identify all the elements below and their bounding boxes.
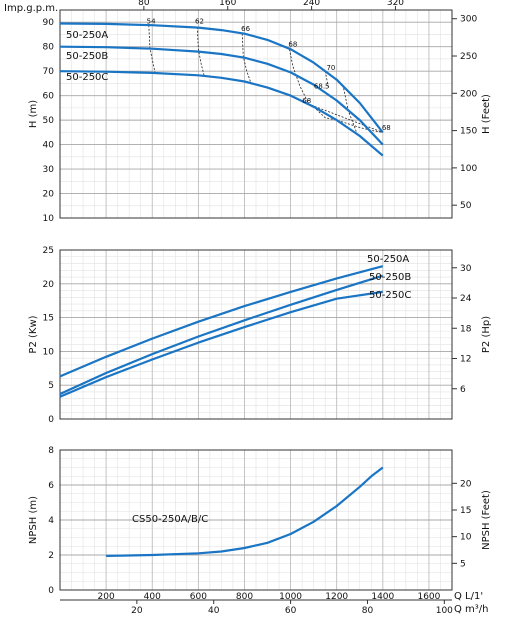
y-axis-title: H (m) [28, 100, 39, 128]
y-tick-label: 90 [43, 18, 55, 28]
series-label: 50-250C [66, 72, 108, 83]
efficiency-curve [313, 106, 383, 133]
right-y-tick-label: 12 [460, 355, 471, 365]
right-y-tick-label: 150 [460, 127, 477, 137]
y-tick-label: 2 [48, 551, 54, 561]
x-axis-title: Q L/1' [454, 591, 483, 602]
series-label: 50-250B [369, 272, 411, 283]
bottom-tick-label: 20 [131, 606, 143, 615]
right-y-tick-label: 200 [460, 89, 477, 99]
efficiency-curve [324, 71, 329, 89]
y-tick-label: 15 [43, 314, 54, 324]
x-tick-label: 800 [236, 592, 253, 602]
series-label: 50-250A [367, 254, 409, 265]
y-tick-label: 10 [43, 347, 55, 357]
top-axis-title: Imp.g.p.m. [4, 3, 58, 14]
series-line-50-250b [59, 45, 384, 146]
y-axis-title: NPSH (m) [28, 496, 39, 544]
top-tick-label: 240 [303, 0, 320, 8]
y-tick-label: 20 [43, 190, 55, 200]
efficiency-label: 62 [195, 17, 204, 25]
y-tick-label: 40 [43, 141, 55, 151]
series-line-50-250a [59, 22, 384, 134]
efficiency-label: 68.5 [314, 82, 330, 90]
efficiency-label: 70 [326, 64, 335, 72]
y-tick-label: 30 [43, 165, 55, 175]
right-y-axis-title: P2 (Hp) [481, 316, 492, 353]
series-label: CS50-250A/B/C [132, 514, 208, 525]
right-y-tick-label: 5 [460, 559, 466, 569]
y-tick-label: 6 [48, 481, 54, 491]
efficiency-label: 68 [288, 41, 297, 49]
efficiency-label: 68 [382, 124, 391, 132]
series-label: 50-250C [369, 290, 411, 301]
series-line-50-250b [59, 274, 384, 396]
plot-frame [59, 9, 453, 219]
y-tick-label: 4 [48, 516, 54, 526]
y-tick-label: 50 [43, 116, 55, 126]
right-y-tick-label: 50 [460, 201, 472, 211]
series-line-50-250a [59, 265, 384, 378]
x-tick-label: 600 [190, 592, 207, 602]
top-tick-label: 80 [138, 0, 150, 8]
top-tick-label: 160 [219, 0, 236, 8]
x-tick-label: 200 [98, 592, 115, 602]
plot-frame [59, 449, 453, 591]
right-y-tick-label: 24 [460, 294, 472, 304]
efficiency-label: 54 [147, 17, 156, 25]
efficiency-curve [241, 33, 252, 85]
right-y-tick-label: 300 [460, 15, 477, 25]
efficiency-label: 66 [241, 25, 250, 33]
plot-frame [59, 249, 453, 420]
y-tick-label: 80 [43, 43, 55, 53]
right-y-tick-label: 6 [460, 385, 466, 395]
right-y-tick-label: 100 [460, 164, 477, 174]
bottom-tick-label: 100 [436, 606, 453, 615]
bottom-axis-title: Q m³/h [454, 604, 489, 615]
right-y-tick-label: 15 [460, 506, 471, 516]
x-tick-label: 1000 [279, 592, 302, 602]
y-tick-label: 0 [48, 415, 54, 425]
y-tick-label: 8 [48, 446, 54, 456]
right-y-tick-label: 250 [460, 52, 477, 62]
y-tick-label: 10 [43, 214, 55, 224]
y-tick-label: 25 [43, 246, 54, 256]
x-tick-label: 1400 [371, 592, 394, 602]
y-tick-label: 70 [43, 67, 55, 77]
right-y-tick-label: 20 [460, 479, 472, 489]
top-tick-label: 320 [387, 0, 404, 8]
series-line-50-250c [59, 70, 384, 157]
efficiency-label: 68 [302, 97, 311, 105]
bottom-tick-label: 80 [362, 606, 374, 615]
right-y-tick-label: 30 [460, 264, 472, 274]
series-line-cs50-250a/b/c [106, 466, 384, 557]
series-label: 50-250A [66, 30, 108, 41]
x-tick-label: 1200 [325, 592, 348, 602]
right-y-tick-label: 10 [460, 533, 472, 543]
x-tick-label: 1600 [417, 592, 440, 602]
series-label: 50-250B [66, 51, 108, 62]
efficiency-curve [289, 49, 383, 133]
y-tick-label: 60 [43, 92, 55, 102]
bottom-tick-label: 40 [208, 606, 220, 615]
efficiency-curve [148, 25, 156, 73]
efficiency-curve [196, 27, 205, 76]
bottom-tick-label: 60 [285, 606, 297, 615]
y-tick-label: 20 [43, 280, 55, 290]
x-tick-label: 400 [144, 592, 161, 602]
right-y-axis-title: H (Feet) [481, 94, 492, 134]
series-line-50-250c [59, 290, 383, 398]
y-tick-label: 0 [48, 586, 54, 596]
right-y-tick-label: 18 [460, 324, 472, 334]
right-y-axis-title: NPSH (Feet) [481, 490, 492, 550]
y-axis-title: P2 (Kw) [28, 315, 39, 353]
y-tick-label: 5 [48, 381, 54, 391]
